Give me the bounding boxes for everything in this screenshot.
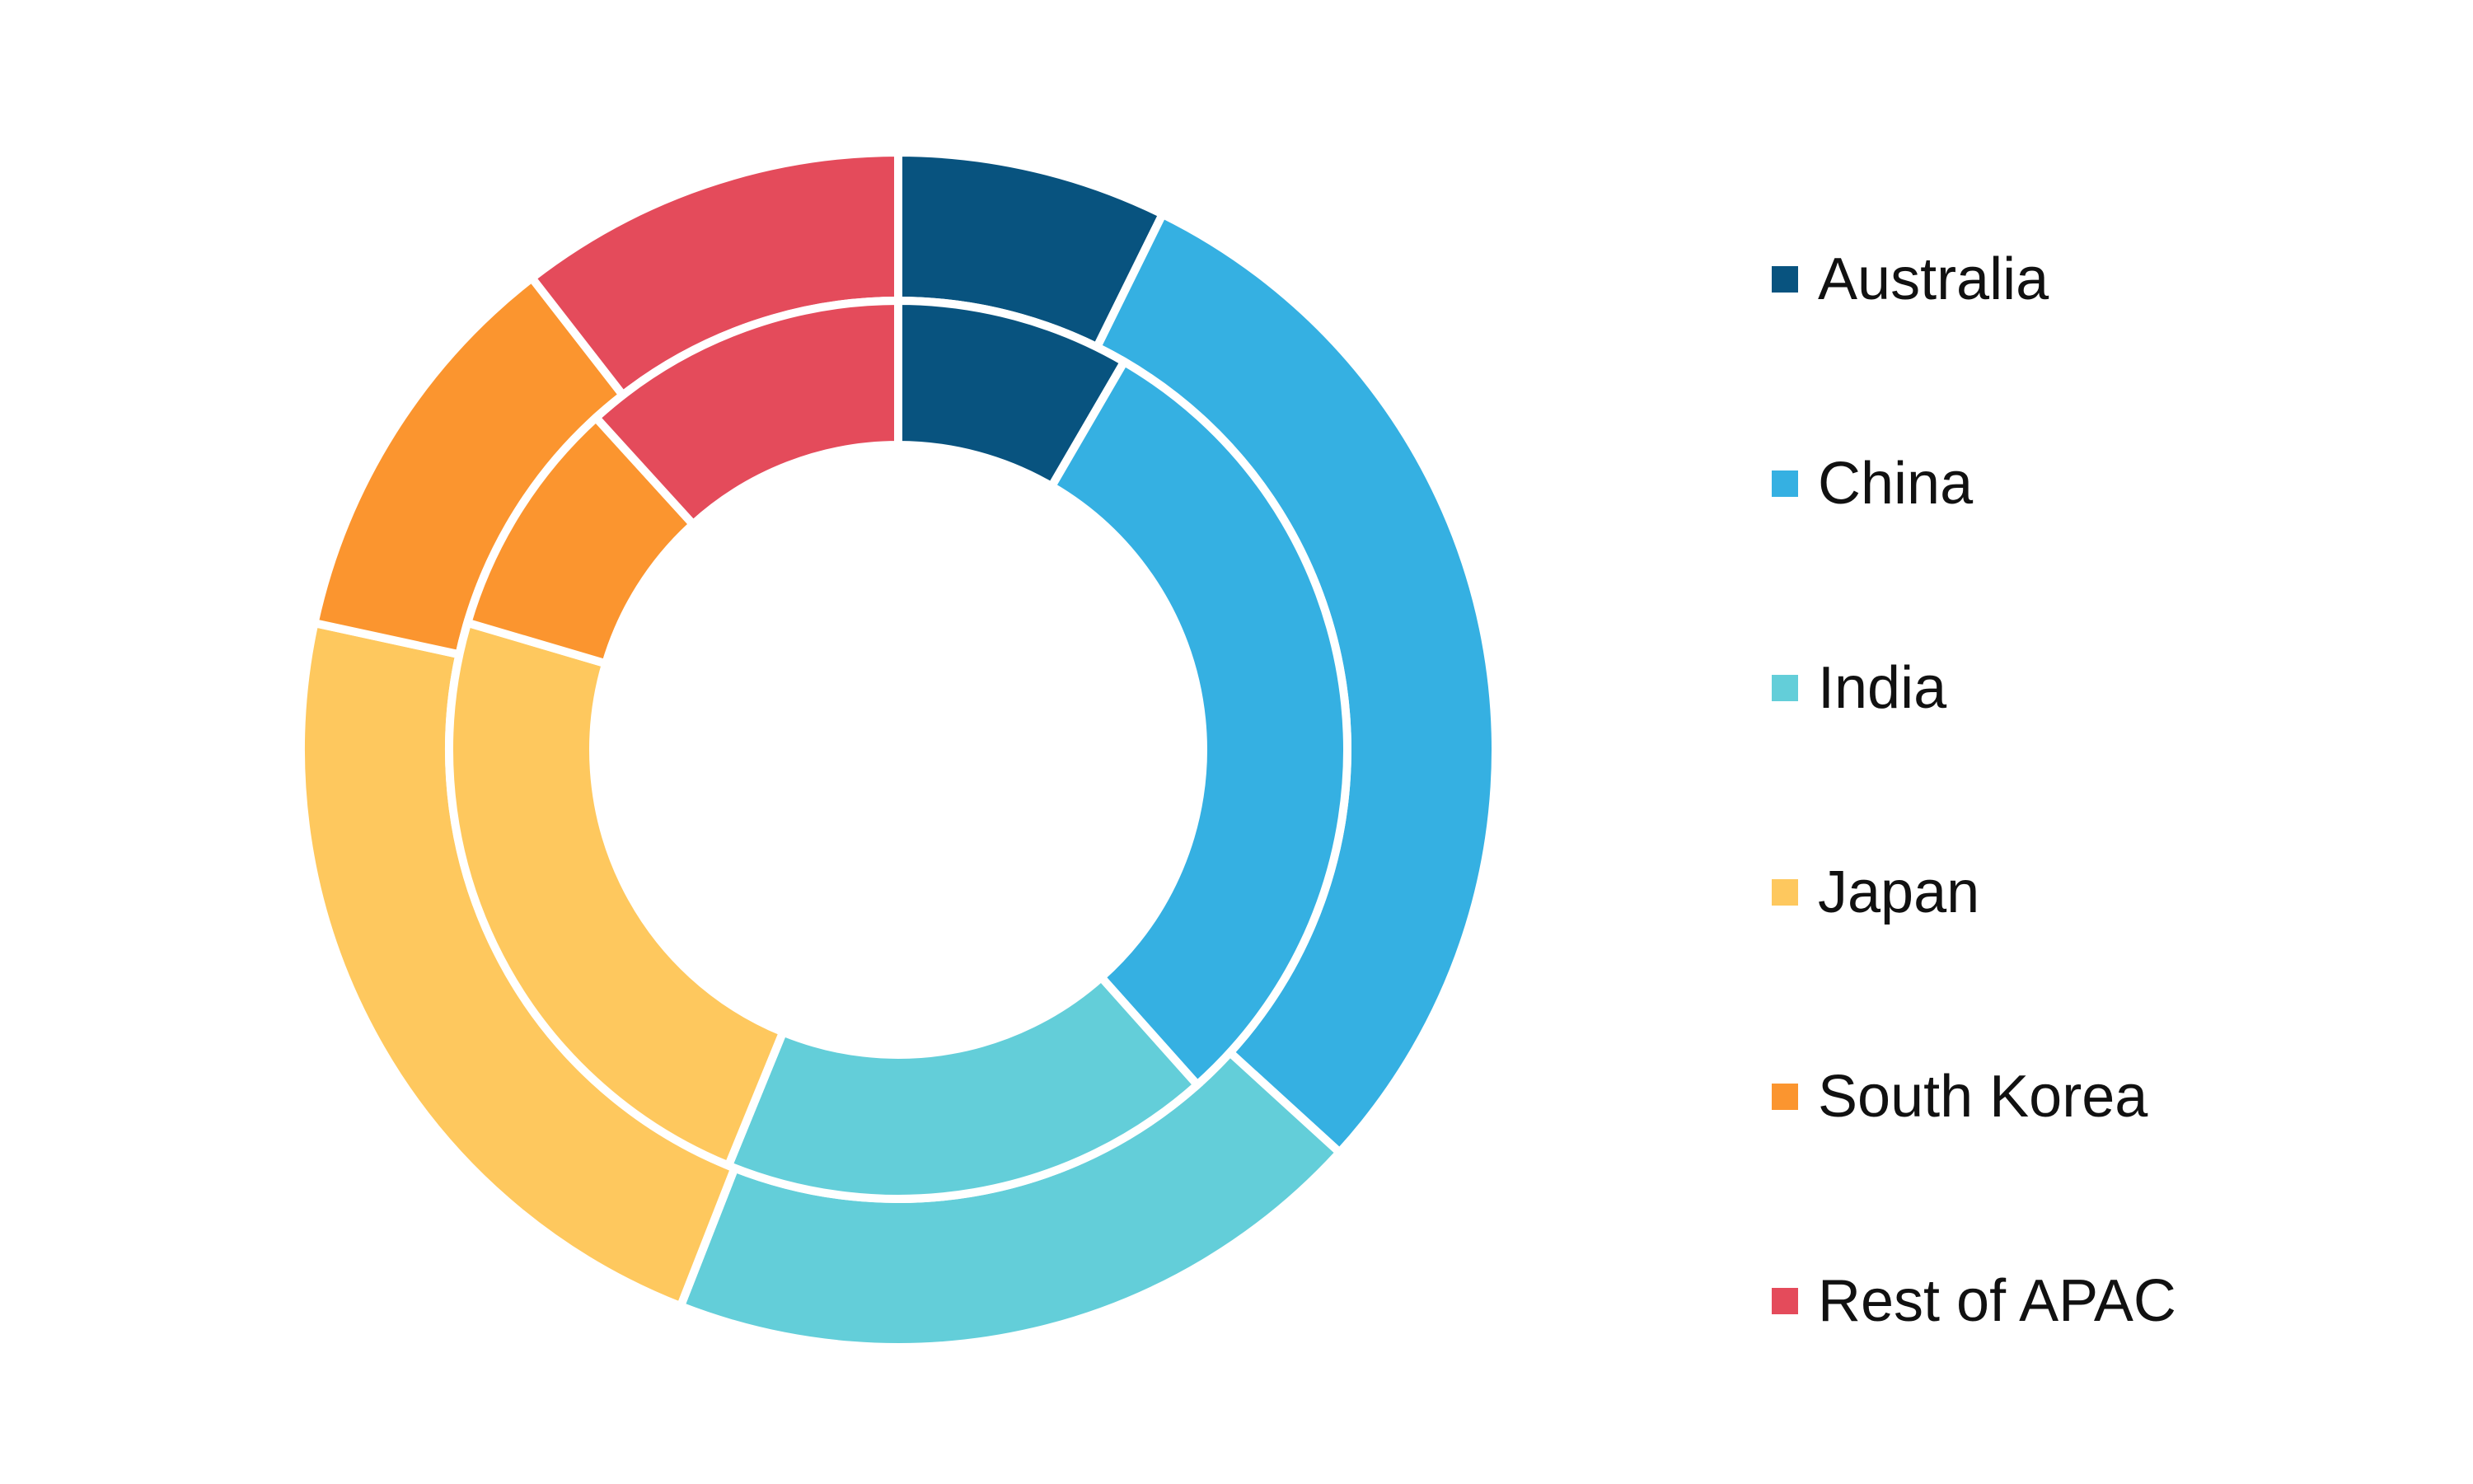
outer-ring (297, 147, 1500, 1351)
legend-swatch-japan (1772, 879, 1798, 906)
legend-label-australia: Australia (1818, 246, 2049, 312)
legend-label-rest-of-apac: Rest of APAC (1818, 1268, 2176, 1334)
legend-item-india[interactable]: India (1772, 586, 2431, 790)
legend-item-rest-of-apac[interactable]: Rest of APAC (1772, 1199, 2431, 1403)
legend-swatch-australia (1772, 266, 1798, 293)
legend-label-china: China (1818, 451, 1974, 517)
inner-slice-japan[interactable] (445, 617, 789, 1172)
inner-slice-rest-of-apac[interactable] (590, 296, 902, 531)
legend-swatch-rest-of-apac (1772, 1288, 1798, 1314)
legend-swatch-india (1772, 675, 1798, 701)
legend-label-japan: Japan (1818, 859, 1980, 925)
legend: Australia China India Japan South Korea … (1772, 177, 2431, 1403)
legend-swatch-south-korea (1772, 1084, 1798, 1110)
legend-item-south-korea[interactable]: South Korea (1772, 995, 2431, 1199)
inner-ring (445, 296, 1351, 1203)
legend-swatch-china (1772, 470, 1798, 497)
legend-label-south-korea: South Korea (1818, 1064, 2148, 1130)
inner-slice-india[interactable] (723, 971, 1204, 1203)
legend-item-china[interactable]: China (1772, 382, 2431, 586)
legend-item-japan[interactable]: Japan (1772, 790, 2431, 995)
legend-item-australia[interactable]: Australia (1772, 177, 2431, 382)
inner-slice-china[interactable] (1046, 356, 1351, 1091)
legend-label-india: India (1818, 655, 1947, 721)
